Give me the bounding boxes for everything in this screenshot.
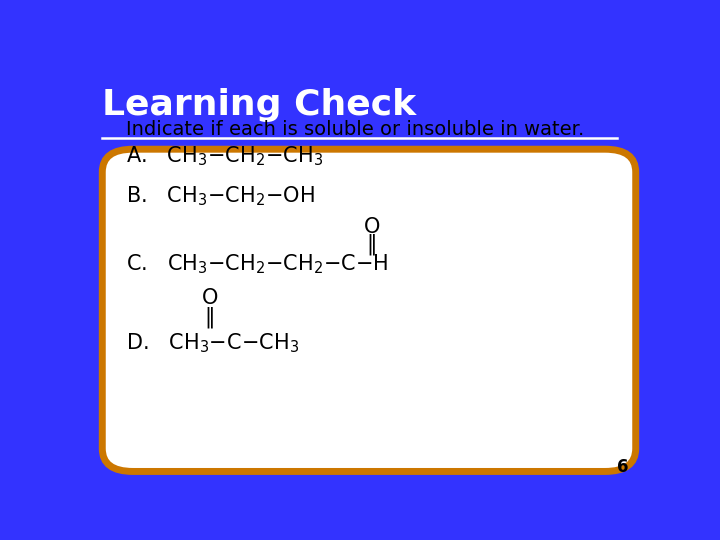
- FancyBboxPatch shape: [102, 149, 636, 471]
- Text: A.   $\mathrm{CH_3{-}CH_2{-}CH_3}$: A. $\mathrm{CH_3{-}CH_2{-}CH_3}$: [126, 145, 323, 168]
- Text: O: O: [202, 288, 218, 308]
- Text: C.   $\mathrm{CH_3{-}CH_2{-}CH_2{-}C{-}H}$: C. $\mathrm{CH_3{-}CH_2{-}CH_2{-}C{-}H}$: [126, 253, 389, 276]
- Text: O: O: [364, 217, 380, 237]
- Text: 6: 6: [617, 457, 629, 476]
- Text: Indicate if each is soluble or insoluble in water.: Indicate if each is soluble or insoluble…: [126, 120, 585, 139]
- Text: B.   $\mathrm{CH_3{-}CH_2{-}OH}$: B. $\mathrm{CH_3{-}CH_2{-}OH}$: [126, 184, 315, 207]
- Text: ‖: ‖: [366, 234, 377, 255]
- Text: ‖: ‖: [204, 306, 215, 328]
- Text: D.   $\mathrm{CH_3{-}C{-}CH_3}$: D. $\mathrm{CH_3{-}C{-}CH_3}$: [126, 332, 300, 355]
- Bar: [90, 65, 648, 146]
- Text: Learning Check: Learning Check: [102, 89, 416, 123]
